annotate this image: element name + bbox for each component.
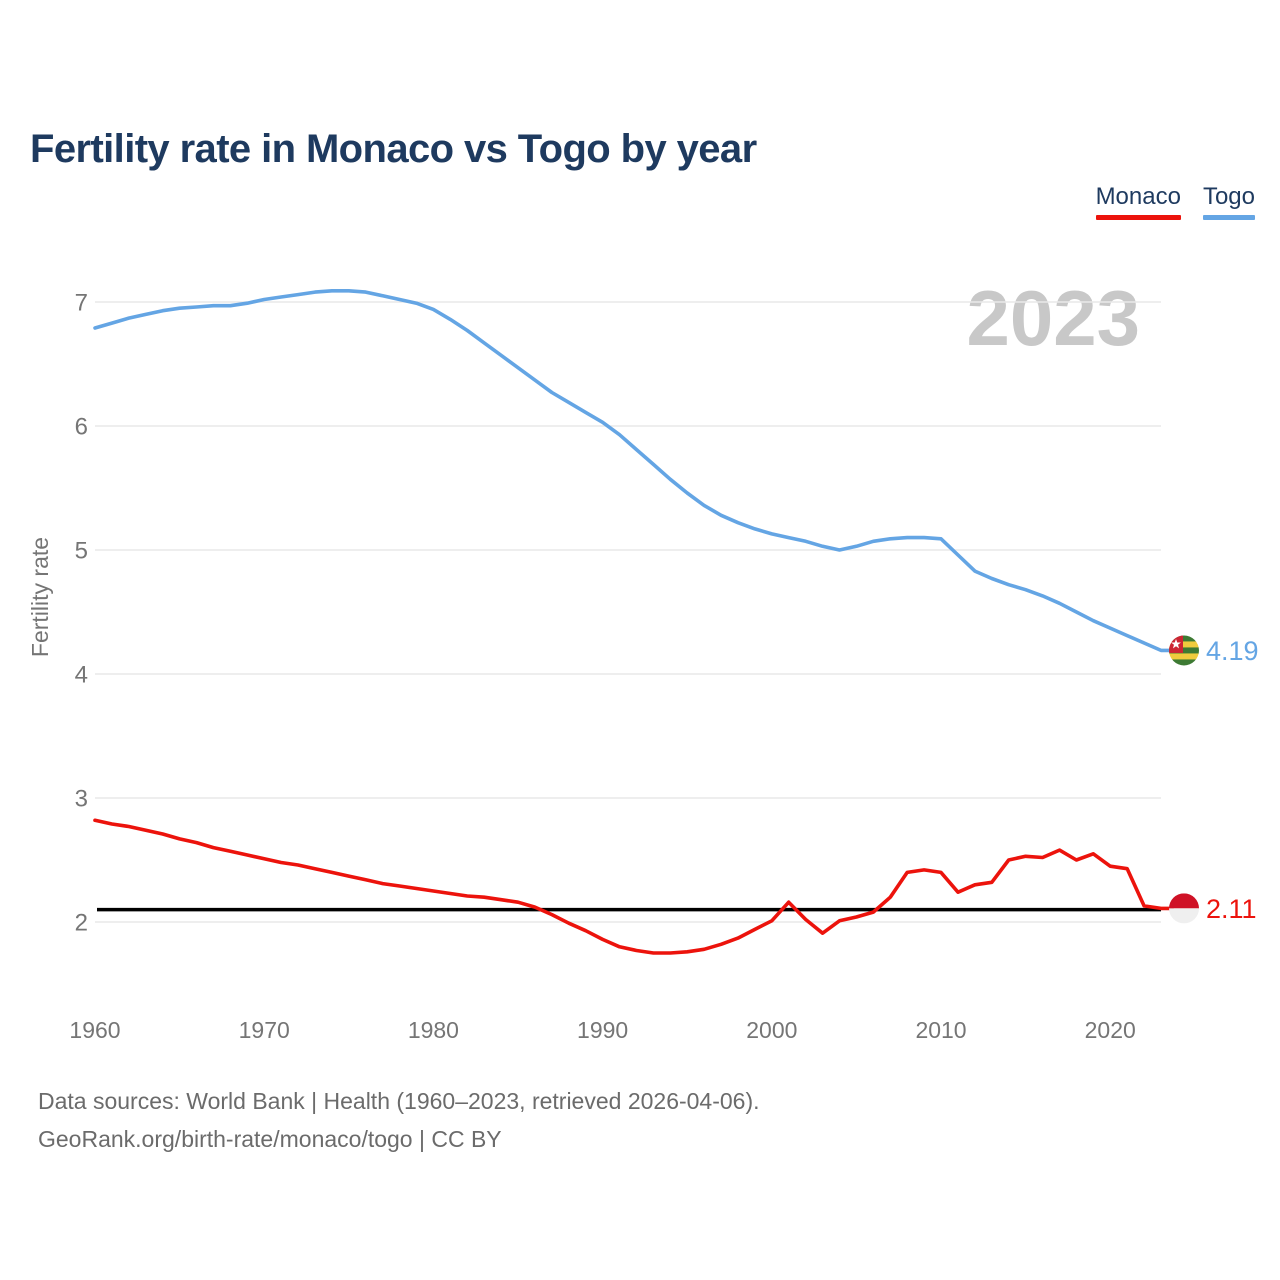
legend-underline-togo [1202, 215, 1255, 220]
y-tick-label: 4 [75, 662, 88, 689]
y-tick-label: 7 [75, 290, 88, 317]
x-tick-label: 2020 [1085, 1017, 1136, 1043]
togo-end-value: 4.19 [1206, 636, 1259, 666]
x-tick-label: 1990 [577, 1017, 628, 1043]
legend-item-monaco[interactable]: Monaco [1095, 183, 1181, 220]
monaco-series-line [93, 818, 1174, 955]
chart-footer: Data sources: World Bank | Health (1960–… [38, 1082, 760, 1158]
y-tick-label: 6 [75, 414, 88, 441]
y-tick-label: 2 [75, 910, 88, 937]
monaco-flag-marker [1169, 893, 1199, 924]
x-tick-labels: 1960 1970 1980 1990 2000 2010 2020 [69, 1017, 1135, 1043]
x-tick-label: 1980 [408, 1017, 459, 1043]
x-tick-label: 2010 [915, 1017, 966, 1043]
y-tick-label: 5 [75, 538, 88, 565]
x-tick-label: 1960 [69, 1017, 120, 1043]
legend-underline-monaco [1095, 215, 1181, 220]
legend-label-togo: Togo [1202, 183, 1255, 210]
y-tick-label: 3 [75, 786, 88, 813]
monaco-end-value: 2.11 [1206, 894, 1257, 924]
page-title: Fertility rate in Monaco vs Togo by year [30, 126, 757, 171]
x-tick-label: 2000 [746, 1017, 797, 1043]
y-gridlines: 2 3 4 5 6 7 [75, 290, 1161, 937]
year-watermark: 2023 [966, 274, 1140, 362]
x-tick-label: 1970 [239, 1017, 290, 1043]
y-axis-title: Fertility rate [27, 537, 53, 657]
legend-item-togo[interactable]: Togo [1202, 183, 1255, 220]
togo-series-line [93, 288, 1174, 653]
data-source-note: Data sources: World Bank | Health (1960–… [38, 1088, 760, 1114]
legend: Monaco Togo [1095, 183, 1255, 220]
togo-flag-marker [1169, 635, 1199, 666]
attribution-note: GeoRank.org/birth-rate/monaco/togo | CC … [38, 1126, 502, 1152]
legend-label-monaco: Monaco [1095, 183, 1181, 210]
